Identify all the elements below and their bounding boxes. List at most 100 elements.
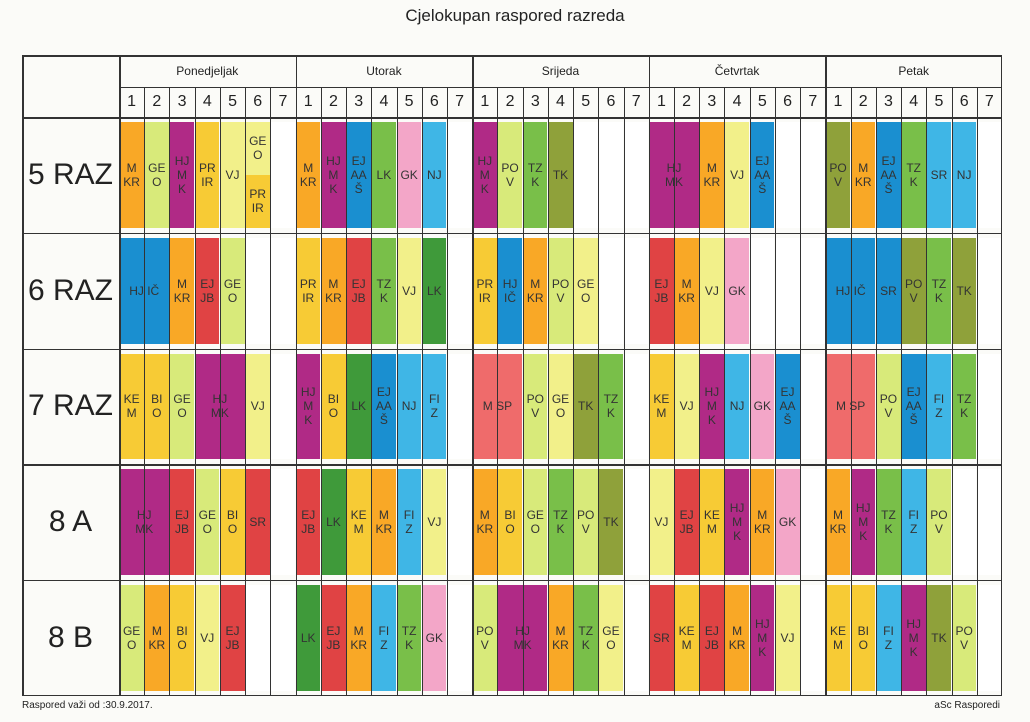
lesson-cell: GE O	[548, 353, 573, 460]
lesson-cell: KE M	[649, 353, 674, 460]
lesson-cell: TZ K	[901, 122, 926, 228]
lesson-cell: EJ AA Š	[901, 353, 926, 460]
lesson-cell: HJ M K	[750, 585, 775, 691]
period-divider	[194, 87, 196, 696]
class-name: 7 RAZ	[27, 389, 114, 423]
lesson-cell: PO V	[952, 585, 977, 691]
grid-border-right	[1000, 55, 1002, 696]
empty-cell	[977, 469, 1002, 576]
grid-border-left	[22, 55, 24, 696]
lesson-cell: TK	[573, 353, 598, 460]
lesson-cell: BI O	[851, 585, 876, 691]
lesson-cell: PO V	[876, 353, 901, 460]
period-divider	[371, 87, 373, 696]
lesson-cell: PR IR	[472, 237, 497, 344]
period-divider	[346, 87, 347, 696]
lesson-cell: SR	[876, 237, 901, 344]
lesson-cell: BI O	[169, 585, 195, 691]
empty-cell	[447, 585, 472, 691]
lesson-cell: PO V	[926, 469, 952, 576]
empty-cell	[447, 353, 472, 460]
period-number: 3	[707, 93, 717, 110]
lesson-cell: TK	[548, 122, 573, 228]
lesson-cell: EJ JB	[296, 469, 321, 576]
lesson-cell: HJ M K	[699, 353, 724, 460]
row-divider	[22, 348, 1002, 350]
empty-cell	[624, 237, 649, 344]
lesson-cell: EJ JB	[169, 469, 195, 576]
lesson-cell: M KR	[724, 585, 750, 691]
period-number: 5	[581, 93, 591, 110]
period-number: 7	[455, 93, 465, 110]
lesson-cell: PO V	[523, 353, 548, 460]
lesson-cell: LK	[371, 122, 396, 228]
lesson-cell: VJ	[397, 237, 422, 344]
empty-cell	[447, 122, 472, 228]
lesson-cell: FI Z	[422, 353, 447, 460]
period-divider	[320, 87, 322, 696]
lesson-cell: M KR	[548, 585, 573, 691]
lesson-cell: NJ	[397, 353, 422, 460]
empty-cell	[800, 469, 825, 576]
lesson-cell: NJ	[724, 353, 750, 460]
timetable-grid: Ponedjeljak 1 2 3 4 5 6 7 Utorak 1 2 3 4 5 6 7 Srijeda 1 2…	[22, 55, 1002, 696]
period-divider	[674, 87, 675, 696]
period-divider	[396, 87, 398, 696]
period-number: 5	[228, 93, 237, 110]
period-divider	[875, 87, 877, 696]
empty-cell	[447, 237, 472, 344]
lesson-cell: NJ	[952, 122, 977, 228]
class-name: 6 RAZ	[27, 273, 114, 307]
lesson-cell: HJ IČ	[497, 237, 523, 344]
lesson-cell: PO V	[472, 585, 497, 691]
period-number: 2	[328, 93, 338, 110]
day-divider	[472, 55, 474, 696]
period-divider	[623, 87, 625, 696]
lesson-cell: EJ AA Š	[371, 353, 396, 460]
period-divider	[749, 87, 751, 696]
row-divider	[22, 464, 1002, 466]
lesson-cell: EJ AA Š	[876, 122, 901, 228]
empty-cell	[573, 122, 598, 228]
lesson-cell: M KR	[169, 237, 195, 344]
lesson-cell: GE O	[245, 122, 270, 175]
day-divider	[648, 55, 651, 696]
lesson-cell: HJ M K	[472, 122, 497, 228]
period-number: 2	[858, 93, 868, 110]
class-name: 8 A	[48, 505, 93, 539]
lesson-cell: M KR	[750, 469, 775, 576]
lesson-cell: PO V	[548, 237, 573, 344]
grid-divider	[119, 55, 121, 696]
lesson-cell: VJ	[674, 353, 699, 460]
lesson-cell: BI O	[321, 353, 346, 460]
empty-cell	[800, 237, 825, 344]
period-number: 6	[959, 93, 969, 110]
lesson-cell: M SP	[825, 353, 876, 460]
lesson-cell: SR	[926, 122, 952, 228]
period-divider	[144, 87, 146, 696]
lesson-cell: VJ	[422, 469, 447, 576]
period-number: 3	[177, 93, 187, 110]
period-number: 7	[631, 93, 641, 110]
lesson-cell: GE O	[195, 469, 220, 576]
lesson-cell: FI Z	[876, 585, 901, 691]
lesson-cell: M KR	[346, 585, 371, 691]
period-divider	[219, 87, 221, 696]
lesson-cell: M KR	[144, 585, 169, 691]
empty-cell	[245, 585, 270, 691]
lesson-cell: HJ IČ	[825, 237, 876, 344]
period-number: 6	[253, 93, 263, 110]
period-number: 1	[656, 93, 666, 110]
lesson-cell: EJ JB	[195, 237, 220, 344]
empty-cell	[270, 122, 296, 228]
empty-cell	[800, 122, 825, 228]
empty-cell	[800, 585, 825, 691]
period-divider	[724, 87, 726, 696]
lesson-cell: GE O	[144, 122, 169, 228]
period-divider	[421, 87, 423, 696]
lesson-cell: TZ K	[926, 237, 952, 344]
row-divider	[22, 232, 1002, 234]
period-divider	[850, 87, 852, 696]
day-label-4: Četvrtak	[714, 64, 760, 78]
lesson-cell: FI Z	[371, 585, 396, 691]
